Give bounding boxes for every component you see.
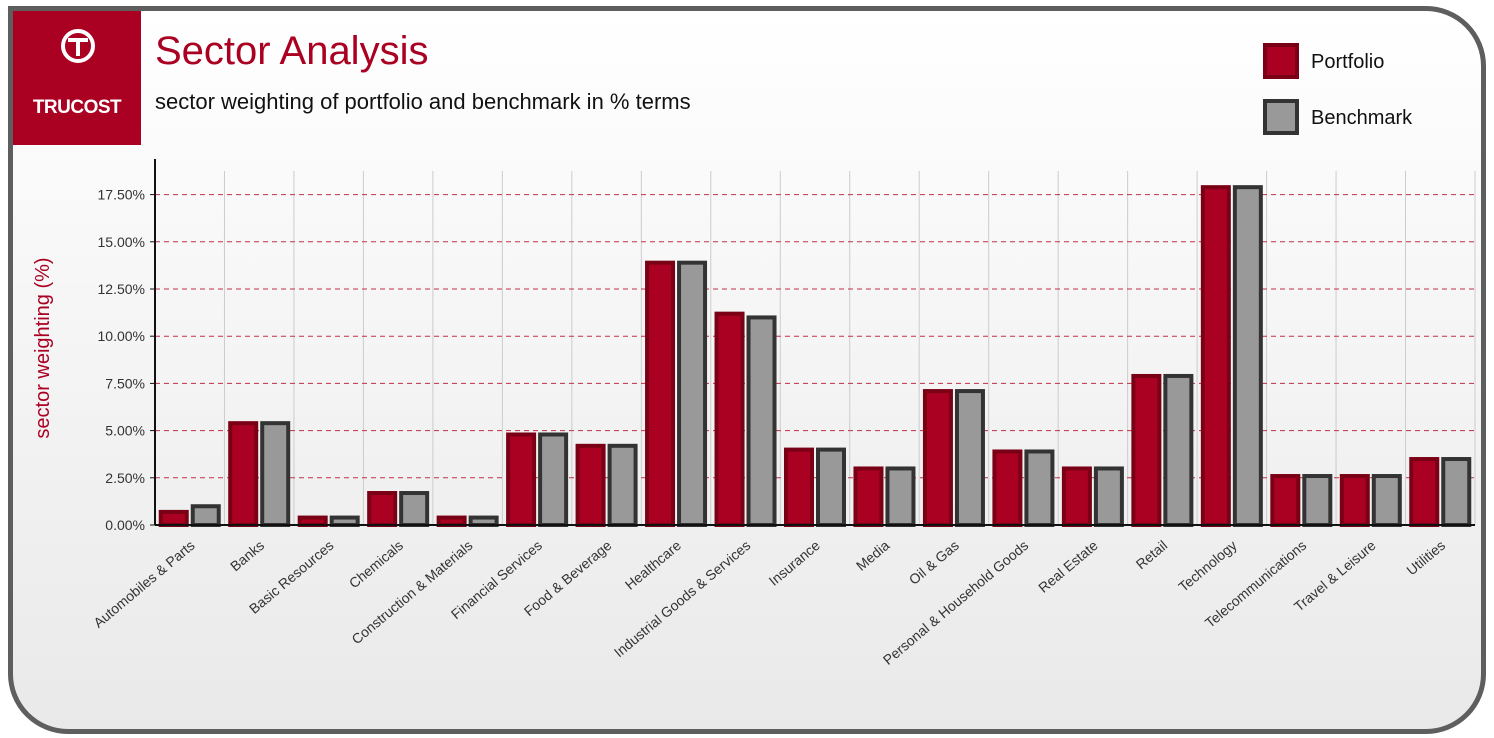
bar-portfolio [1061, 466, 1092, 527]
page-title: Sector Analysis [155, 29, 429, 73]
bar-benchmark [746, 315, 777, 527]
x-tick-label: Insurance [766, 537, 824, 589]
bar-portfolio [784, 447, 814, 528]
bar-portfolio [1339, 474, 1370, 527]
y-tick-label: 15.00% [98, 234, 145, 250]
bar-benchmark [885, 466, 916, 527]
legend-label-portfolio: Portfolio [1311, 51, 1385, 73]
y-tick-label: 0.00% [105, 517, 145, 533]
y-tick-label: 12.50% [98, 281, 145, 297]
bar-benchmark [677, 260, 708, 527]
bar-benchmark [1302, 474, 1333, 527]
legend-swatch-benchmark [1263, 99, 1299, 135]
x-tick-label: Technology [1175, 537, 1240, 595]
x-tick-label: Industrial Goods & Services [611, 537, 754, 660]
y-tick-label: 5.00% [105, 423, 145, 439]
x-tick-label: Automobiles & Parts [90, 537, 197, 631]
x-tick-label: Utilities [1403, 537, 1448, 578]
legend-label-benchmark: Benchmark [1311, 107, 1413, 129]
bar-benchmark [260, 421, 291, 527]
y-axis-label: sector weighting (%) [32, 257, 54, 438]
y-tick-label: 7.50% [105, 375, 145, 391]
bar-portfolio [158, 509, 189, 527]
bar-benchmark [1024, 449, 1055, 528]
bar-portfolio [1409, 457, 1440, 528]
y-tick-label: 17.50% [98, 187, 145, 203]
bar-benchmark [1371, 474, 1402, 527]
bar-benchmark [1163, 373, 1194, 527]
y-tick-label: 10.00% [98, 328, 145, 344]
bar-portfolio [922, 389, 953, 527]
bar-benchmark [607, 443, 638, 528]
bar-benchmark [329, 515, 360, 527]
x-tick-label: Oil & Gas [906, 537, 962, 588]
legend-item-benchmark: Benchmark [1263, 99, 1443, 139]
bar-portfolio [992, 449, 1023, 528]
bar-portfolio [228, 421, 259, 527]
bar-benchmark [1093, 466, 1124, 527]
x-tick-label: Retail [1133, 537, 1171, 572]
bar-benchmark [1441, 457, 1472, 528]
bar-benchmark [816, 447, 846, 528]
bar-benchmark [538, 432, 569, 528]
trucost-logo: TRUCOST [13, 11, 141, 145]
x-tick-label: Real Estate [1035, 537, 1101, 596]
bar-benchmark [190, 504, 221, 527]
bar-benchmark [399, 491, 430, 527]
bar-benchmark [468, 515, 499, 527]
bar-portfolio [714, 311, 745, 527]
bar-portfolio [1200, 185, 1231, 527]
x-tick-label: Construction & Materials [348, 537, 475, 647]
sector-bar-chart: 0.00% 2.50% 5.00% 7.50% 10.00% 12.50% 15.00% 17… [32, 159, 1476, 668]
bar-portfolio [506, 432, 537, 528]
bar-portfolio [367, 491, 398, 527]
legend-swatch-portfolio [1263, 43, 1299, 79]
page-subtitle: sector weighting of portfolio and benchm… [155, 89, 691, 114]
bar-benchmark [1232, 185, 1263, 527]
chart-legend: Portfolio Benchmark [1263, 43, 1443, 153]
bar-portfolio [1270, 474, 1301, 527]
bar-portfolio [575, 443, 606, 528]
bar-portfolio [436, 515, 467, 527]
bar-portfolio [1131, 373, 1162, 527]
bar-portfolio [645, 260, 676, 527]
y-tick-label: 2.50% [105, 470, 145, 486]
chart-panel: TRUCOST Sector Analysis sector weighting… [8, 6, 1486, 734]
x-tick-label: Healthcare [622, 537, 684, 593]
trucost-logo-icon [61, 29, 95, 63]
x-tick-label: Personal & Household Goods [880, 537, 1032, 668]
legend-item-portfolio: Portfolio [1263, 43, 1443, 83]
x-tick-label: Media [853, 537, 893, 574]
logo-text: TRUCOST [32, 97, 122, 118]
x-tick-label: Banks [227, 537, 267, 574]
x-tick-label: Chemicals [346, 537, 406, 591]
bar-portfolio [853, 466, 884, 527]
bar-benchmark [954, 389, 985, 527]
bar-portfolio [297, 515, 328, 527]
